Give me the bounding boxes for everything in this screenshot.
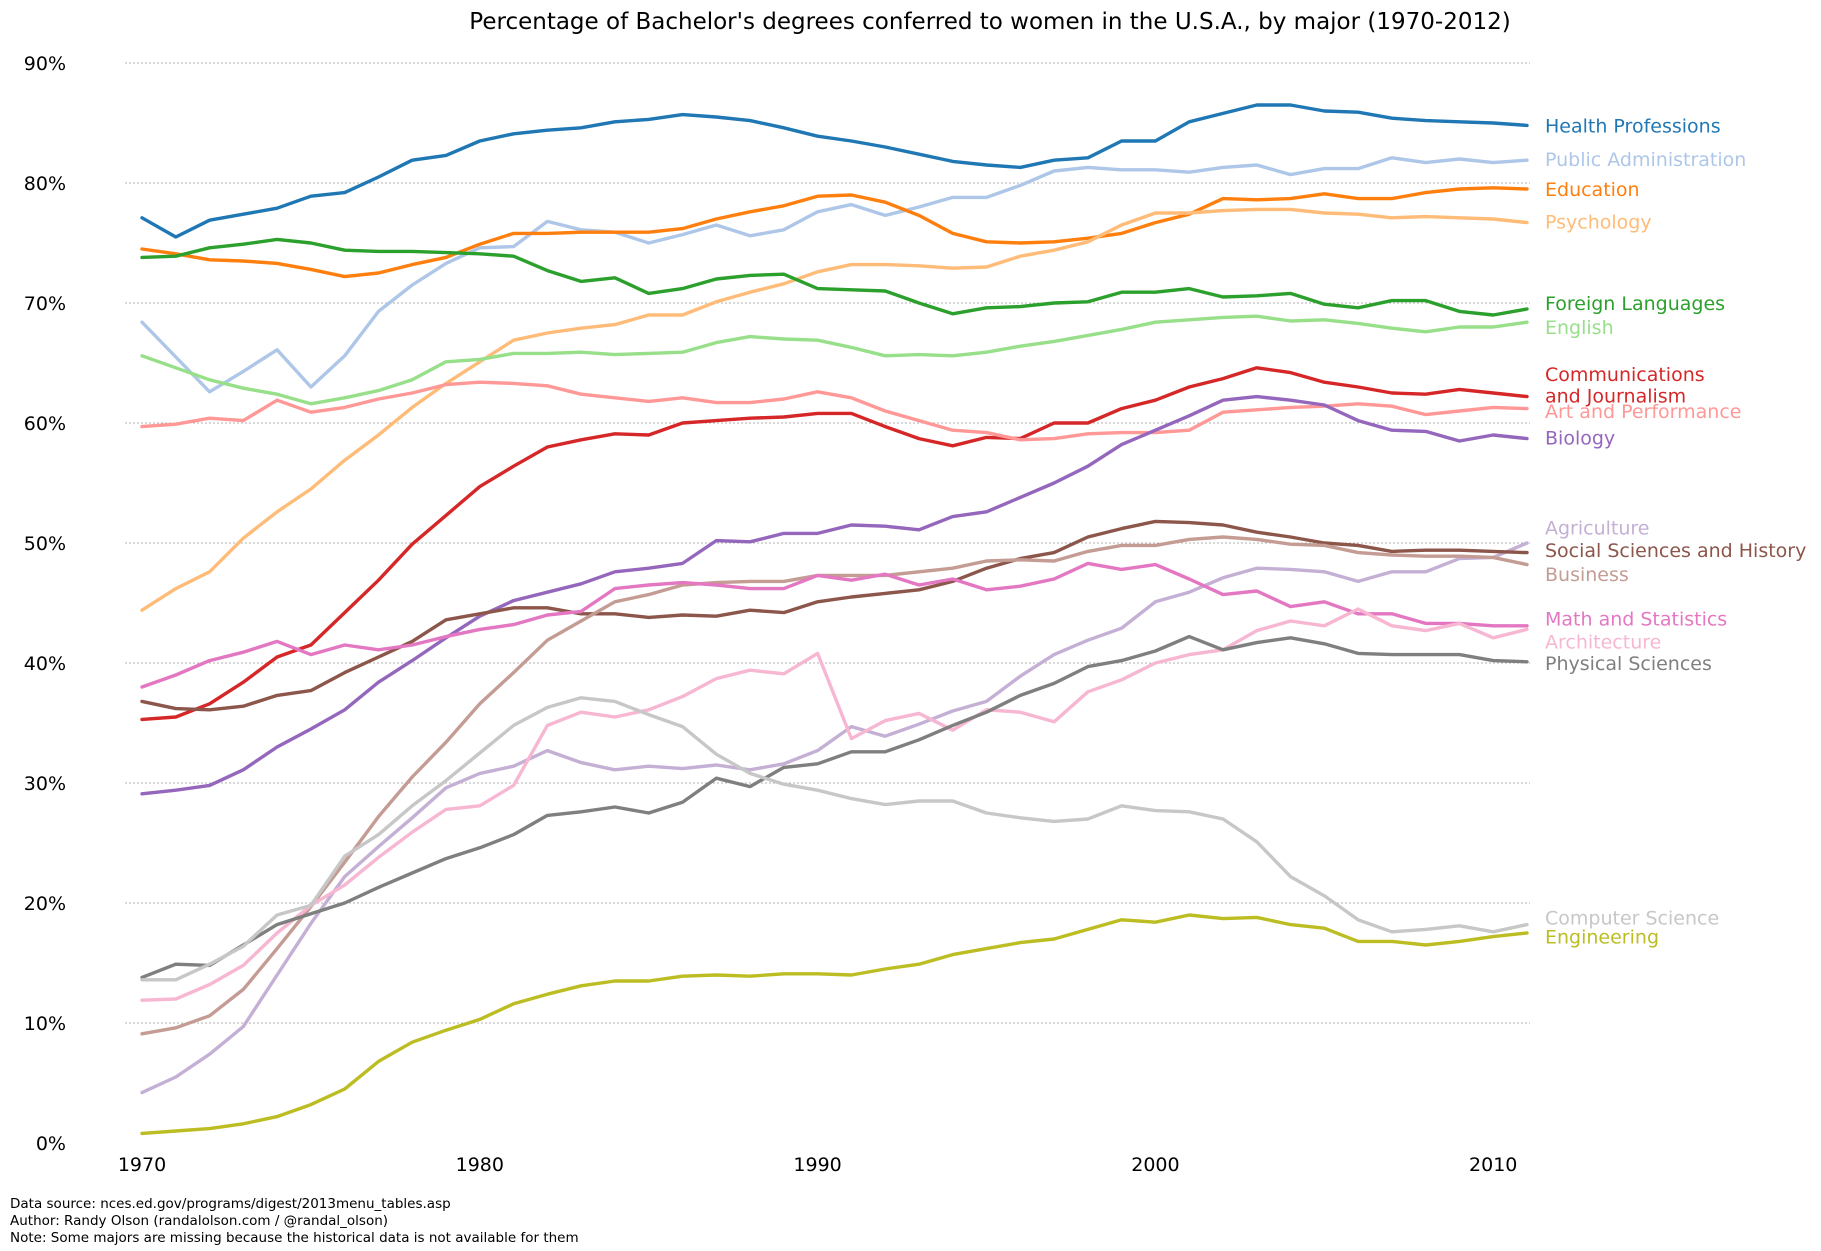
- series-line-architecture: [140, 607, 1529, 1002]
- series-line-engineering: [140, 913, 1529, 1136]
- series-label-communications-and-journalism: Communications: [1545, 364, 1705, 386]
- series-label-business: Business: [1545, 564, 1629, 586]
- series-label-physical-sciences: Physical Sciences: [1545, 653, 1712, 675]
- series-label-communications-and-journalism: and Journalism: [1545, 385, 1686, 407]
- footnote-source: Data source: nces.ed.gov/programs/digest…: [10, 1196, 451, 1212]
- series-lines: [140, 103, 1529, 1136]
- series-line-social-sciences-and-history: [140, 519, 1529, 712]
- x-tick-label: 1970: [118, 1154, 166, 1176]
- y-tick-label: 0%: [36, 1133, 66, 1155]
- series-label-social-sciences-and-history: Social Sciences and History: [1545, 540, 1806, 562]
- series-line-biology: [140, 394, 1529, 796]
- series-line-education: [140, 186, 1529, 279]
- x-tick-label: 2010: [1469, 1154, 1517, 1176]
- y-tick-label: 90%: [24, 53, 66, 75]
- series-line-business: [140, 535, 1529, 1036]
- series-line-physical-sciences: [140, 634, 1529, 980]
- series-line-public-administration: [140, 156, 1529, 394]
- y-tick-label: 20%: [24, 893, 66, 915]
- series-label-public-administration: Public Administration: [1545, 149, 1746, 171]
- y-tick-label: 50%: [24, 533, 66, 555]
- series-label-foreign-languages: Foreign Languages: [1545, 293, 1725, 315]
- chart-title: Percentage of Bachelor's degrees conferr…: [469, 9, 1510, 35]
- series-label-english: English: [1545, 317, 1614, 339]
- series-line-english: [140, 314, 1529, 406]
- series-label-health-professions: Health Professions: [1545, 115, 1721, 137]
- y-tick-label: 70%: [24, 293, 66, 315]
- series-label-biology: Biology: [1545, 427, 1615, 449]
- y-tick-label: 80%: [24, 173, 66, 195]
- series-labels: Health Professions Public Administration E…: [1545, 115, 1806, 948]
- series-line-agriculture: [140, 541, 1529, 1095]
- series-label-math-and-statistics: Math and Statistics: [1545, 609, 1727, 631]
- footnote-note: Note: Some majors are missing because th…: [10, 1230, 579, 1246]
- series-line-health-professions: [140, 103, 1529, 239]
- series-line-communications-and-journalism: [140, 366, 1529, 722]
- y-tick-label: 30%: [24, 773, 66, 795]
- series-line-computer-science: [140, 696, 1529, 982]
- y-tick-label: 40%: [24, 653, 66, 675]
- series-label-art-and-performance: Art and Performance: [1545, 401, 1742, 423]
- series-label-education: Education: [1545, 179, 1640, 201]
- x-tick-label: 2000: [1131, 1154, 1179, 1176]
- series-label-computer-science: Computer Science: [1545, 907, 1719, 929]
- x-tick-label: 1980: [456, 1154, 504, 1176]
- y-tick-label: 60%: [24, 413, 66, 435]
- series-label-engineering: Engineering: [1545, 927, 1659, 949]
- series-line-art-and-performance: [140, 380, 1529, 442]
- series-label-agriculture: Agriculture: [1545, 517, 1650, 539]
- series-line-foreign-languages: [140, 237, 1529, 317]
- y-tick-label: 10%: [24, 1013, 66, 1035]
- y-axis-tick-labels: 0% 10% 20% 30% 40% 50% 60% 70% 80% 90%: [24, 53, 66, 1155]
- series-line-math-and-statistics: [140, 561, 1529, 689]
- series-line-psychology: [140, 207, 1529, 612]
- x-tick-label: 1990: [793, 1154, 841, 1176]
- x-axis-tick-labels: 1970 1980 1990 2000 2010: [118, 1154, 1518, 1176]
- footnote-author: Author: Randy Olson (randalolson.com / @…: [10, 1213, 389, 1229]
- series-label-architecture: Architecture: [1545, 631, 1661, 653]
- series-label-psychology: Psychology: [1545, 211, 1652, 233]
